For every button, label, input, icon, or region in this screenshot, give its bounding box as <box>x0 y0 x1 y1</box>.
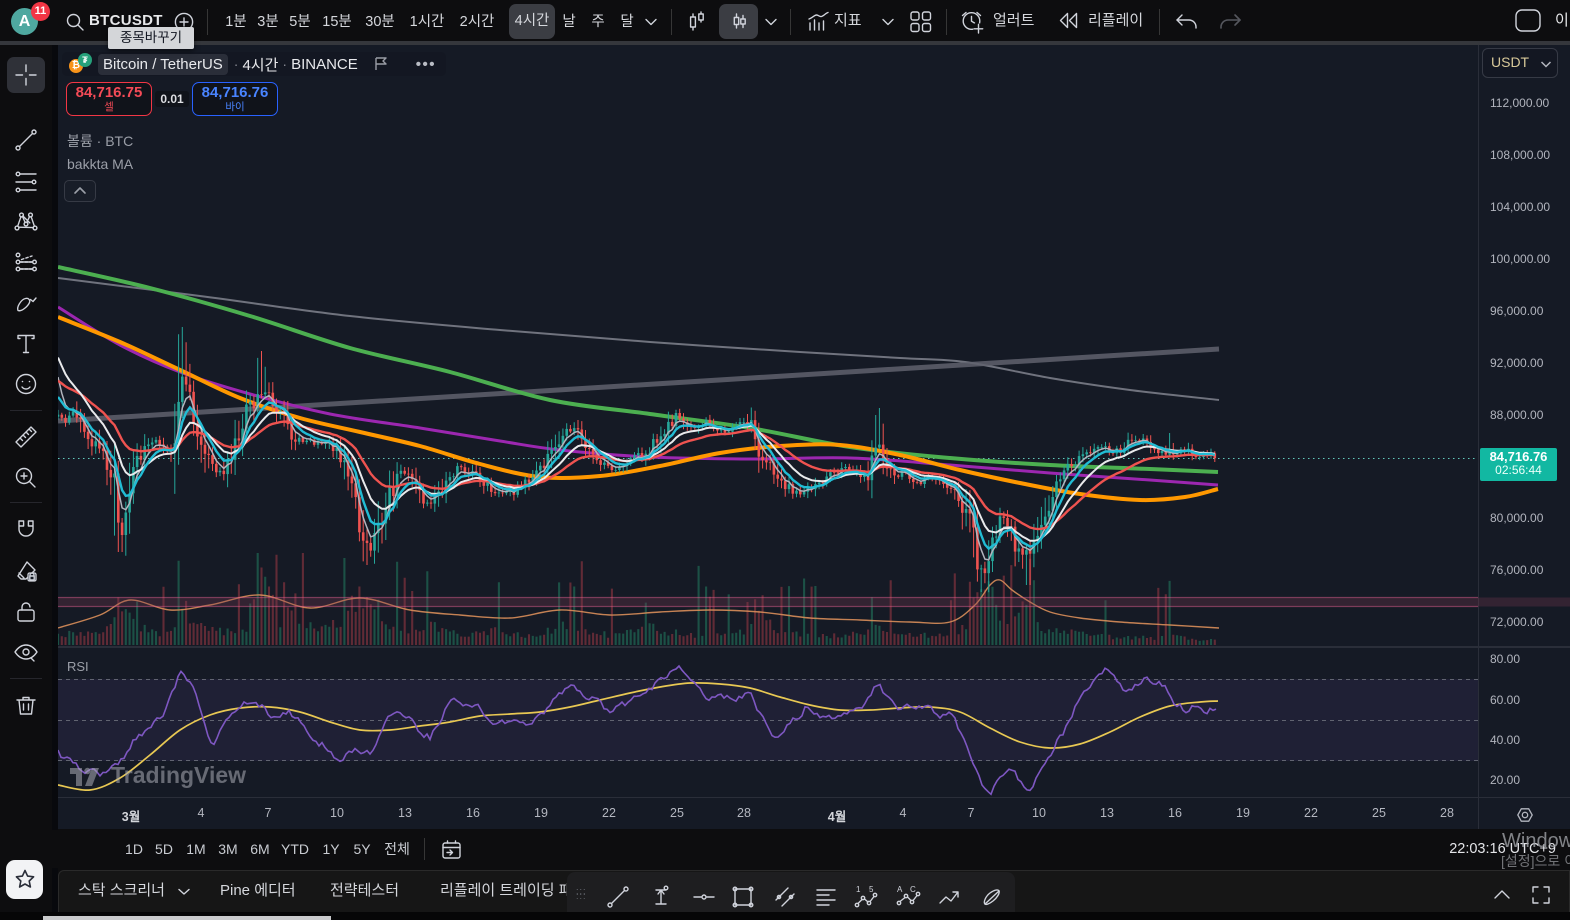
svg-text:1: 1 <box>856 885 861 894</box>
svg-text:A: A <box>897 885 903 894</box>
svg-text:C: C <box>910 885 916 894</box>
svg-text:5: 5 <box>869 885 874 894</box>
